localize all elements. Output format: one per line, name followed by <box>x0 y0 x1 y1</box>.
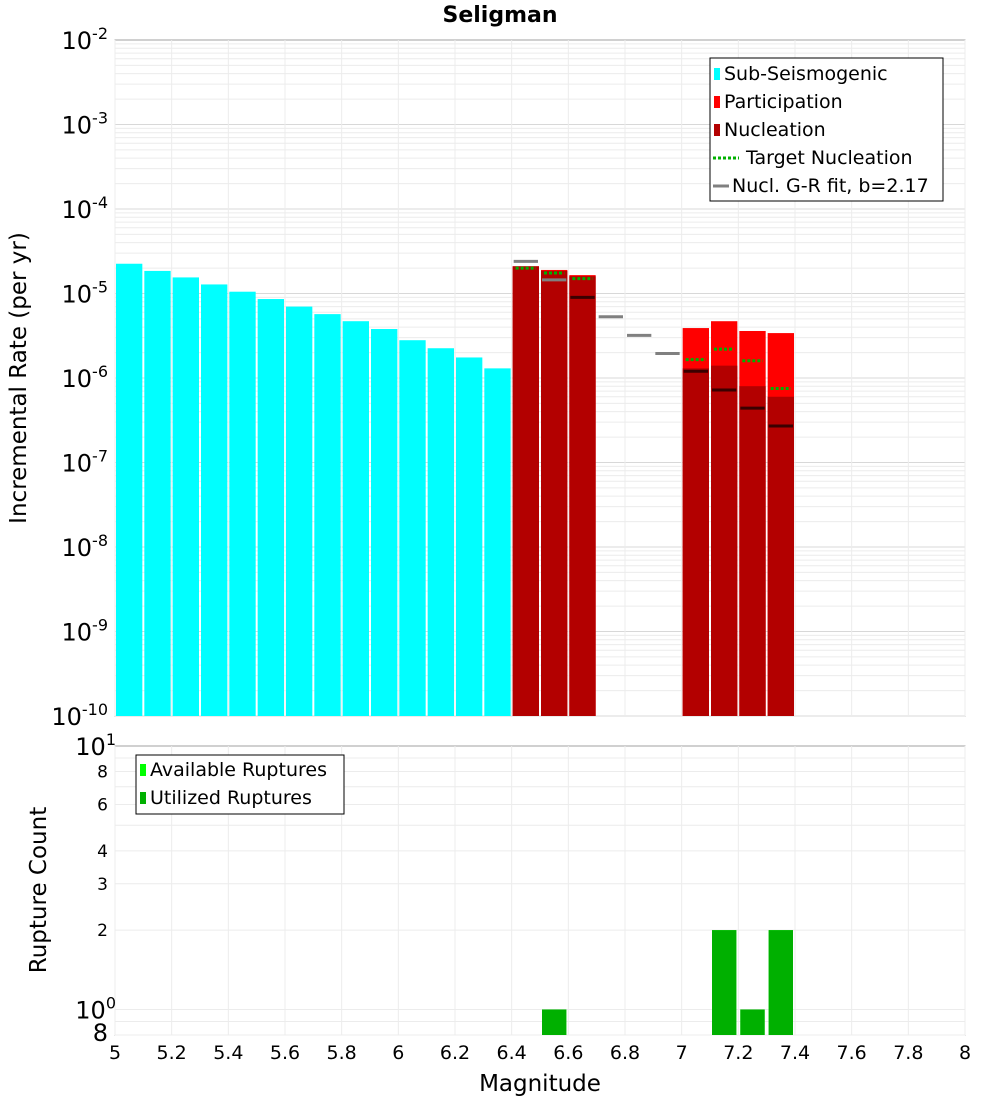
count-legend: Available Ruptures Utilized Ruptures <box>135 754 345 815</box>
rate-y-tick-label: 10-5 <box>62 278 109 309</box>
utilized-ruptures-bar <box>740 1009 765 1035</box>
count-legend-box <box>135 754 345 815</box>
x-tick-label: 6.6 <box>553 1042 583 1064</box>
legend-label: Sub-Seismogenic <box>724 63 888 85</box>
sub-seismogenic-bar <box>427 348 454 716</box>
nucleation-bar <box>569 276 596 716</box>
x-tick-label: 6.4 <box>497 1042 527 1064</box>
x-tick-label: 5.4 <box>213 1042 243 1064</box>
count-y-minor-label: 8 <box>93 1019 108 1047</box>
x-tick-label: 6.8 <box>610 1042 640 1064</box>
rate-legend-box <box>709 57 944 202</box>
count-y-minor-label: 3 <box>97 875 108 895</box>
x-tick-label: 5 <box>109 1042 121 1064</box>
legend-swatch <box>140 764 146 776</box>
sub-seismogenic-bar <box>116 263 143 716</box>
sub-seismogenic-bar <box>229 291 256 716</box>
x-tick-label: 7.6 <box>837 1042 867 1064</box>
nucleation-bar <box>739 386 766 716</box>
rate-ticks <box>513 259 793 428</box>
legend-label: Nucl. G-R fit, b=2.17 <box>732 175 929 197</box>
rate-bars <box>116 263 794 716</box>
legend-label: Participation <box>724 91 843 113</box>
x-tick-label: 8 <box>959 1042 971 1064</box>
rate-y-tick-label: 10-2 <box>62 24 109 55</box>
x-tick-label: 6.2 <box>440 1042 470 1064</box>
count-y-tick-label: 100 <box>75 993 116 1024</box>
sub-seismogenic-bar <box>172 277 199 716</box>
x-tick-labels: 5 5.2 5.4 5.6 5.8 6 6.2 6.4 6.6 6.8 7 7.2 7.4 7.6 7.8 8 <box>109 1042 971 1064</box>
chart-title: Seligman <box>442 3 557 28</box>
rate-y-tick-label: 10-3 <box>62 109 109 140</box>
sub-seismogenic-bar <box>456 357 483 716</box>
x-axis-label: Magnitude <box>479 1071 601 1097</box>
rate-legend: Sub-Seismogenic Participation Nucleation Ta… <box>709 57 944 202</box>
utilized-ruptures-bar <box>768 930 793 1035</box>
sub-seismogenic-bar <box>144 270 171 716</box>
sub-seismogenic-bar <box>342 321 369 716</box>
nucleation-bar <box>541 270 568 716</box>
sub-seismogenic-bar <box>201 284 228 716</box>
sub-seismogenic-bar <box>484 368 511 716</box>
count-y-axis-label: Rupture Count <box>26 807 52 973</box>
nucleation-bar <box>711 365 738 716</box>
sub-seismogenic-bar <box>314 314 341 716</box>
rate-y-tick-label: 10-4 <box>62 193 109 224</box>
x-tick-label: 6 <box>392 1042 404 1064</box>
nucleation-bar <box>767 396 794 716</box>
count-y-tick-label: 101 <box>75 730 116 761</box>
rate-y-tick-label: 10-10 <box>51 700 108 731</box>
count-y-minor-label: 2 <box>97 921 108 941</box>
x-tick-label: 7.4 <box>780 1042 810 1064</box>
rate-y-tick-label: 10-9 <box>62 616 109 647</box>
utilized-ruptures-bar <box>542 1009 567 1035</box>
sub-seismogenic-bar <box>371 329 398 716</box>
legend-label: Utilized Ruptures <box>150 787 312 809</box>
nucleation-bar <box>512 266 539 716</box>
legend-label: Available Ruptures <box>150 759 327 781</box>
x-tick-label: 7.2 <box>723 1042 753 1064</box>
rate-y-axis-label: Incremental Rate (per yr) <box>6 232 32 524</box>
utilized-ruptures-bar <box>712 930 737 1035</box>
count-y-minor-label: 6 <box>97 795 108 815</box>
legend-swatch <box>714 68 720 80</box>
rate-y-tick-label: 10-8 <box>62 531 109 562</box>
rate-chart: 10-10 10-9 10-8 10-7 10-6 10-5 10-4 10-3 10-2 In… <box>6 24 966 731</box>
count-y-minor-label: 8 <box>97 763 108 783</box>
legend-label: Target Nucleation <box>745 147 913 169</box>
x-tick-label: 5.6 <box>270 1042 300 1064</box>
legend-swatch <box>714 96 720 108</box>
x-tick-label: 5.8 <box>327 1042 357 1064</box>
rate-y-tick-labels: 10-10 10-9 10-8 10-7 10-6 10-5 10-4 10-3 10-2 <box>51 24 108 731</box>
x-tick-label: 7.8 <box>893 1042 923 1064</box>
x-tick-label: 7 <box>676 1042 688 1064</box>
sub-seismogenic-bar <box>257 299 284 716</box>
rate-y-tick-label: 10-6 <box>62 362 109 393</box>
x-tick-label: 5.2 <box>157 1042 187 1064</box>
legend-swatch <box>140 792 146 804</box>
legend-swatch <box>714 124 720 136</box>
sub-seismogenic-bar <box>286 306 313 716</box>
count-bars <box>542 930 793 1035</box>
legend-label: Nucleation <box>724 119 826 141</box>
sub-seismogenic-bar <box>399 340 426 716</box>
nucleation-bar <box>682 368 709 716</box>
count-y-minor-label: 4 <box>97 842 108 862</box>
rate-y-tick-label: 10-7 <box>62 447 109 478</box>
